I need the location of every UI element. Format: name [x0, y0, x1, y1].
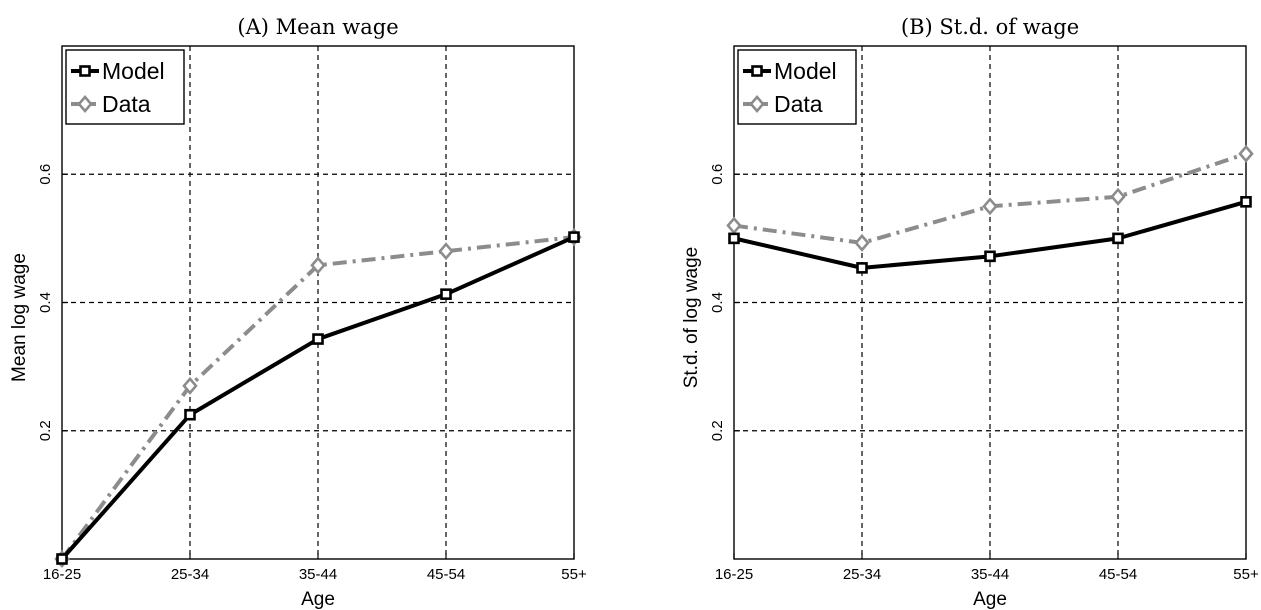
legend-label: Data [774, 91, 823, 117]
data-point [440, 288, 452, 300]
chart-panel-1: 16-25 25-34 35-44 45-54 55+ 0.2 0.4 0.6 (A) Mean… [9, 15, 587, 610]
data-point [854, 233, 870, 252]
legend-marker [79, 65, 91, 77]
legend-marker [751, 65, 763, 77]
x-tick-label: 25-34 [843, 566, 881, 583]
data-point [1110, 187, 1126, 206]
series-model [56, 231, 580, 565]
data-point [438, 242, 454, 261]
chart-title: (B) St.d. of wage [901, 15, 1079, 39]
data-point [182, 376, 198, 395]
y-tick-label: 0.4 [37, 292, 54, 313]
x-tick-label: 55+ [1233, 566, 1259, 583]
data-point [56, 553, 68, 565]
data-point [1238, 144, 1254, 163]
legend-label: Model [774, 58, 837, 84]
legend: Model Data [737, 49, 857, 125]
x-tick-label: 35-44 [971, 566, 1009, 583]
x-tick-label: 16-25 [715, 566, 753, 583]
x-tick-label: 16-25 [43, 566, 81, 583]
data-point [1112, 232, 1124, 245]
legend-marker [77, 95, 93, 113]
x-axis-label: Age [973, 589, 1007, 610]
data-point [982, 197, 998, 216]
series-model [728, 196, 1252, 274]
series-line [60, 235, 575, 561]
chart-panel-2: 16-25 25-34 35-44 45-54 55+ 0.2 0.4 0.6 (B) St.d… [681, 15, 1259, 610]
data-point [184, 408, 196, 421]
data-point [1240, 196, 1252, 208]
data-point [568, 231, 580, 243]
y-axis-label: St.d. of log wage [681, 247, 702, 389]
legend-marker [749, 95, 765, 113]
x-tick-label: 35-44 [299, 566, 337, 583]
x-tick-label: 55+ [561, 566, 587, 583]
x-tick-label: 45-54 [427, 566, 465, 583]
legend-label: Model [102, 58, 165, 84]
legend-label: Data [102, 91, 151, 117]
data-point [310, 256, 326, 275]
y-tick-label: 0.6 [709, 164, 726, 185]
x-axis-label: Age [301, 589, 335, 610]
y-tick-label: 0.4 [709, 292, 726, 313]
x-tick-label: 25-34 [171, 566, 209, 583]
legend: Model Data [65, 49, 185, 125]
data-point [312, 333, 324, 345]
series-data [726, 144, 1254, 252]
y-axis-label: Mean log wage [9, 253, 30, 382]
y-tick-label: 0.2 [709, 420, 726, 441]
data-point [856, 262, 868, 274]
y-tick-label: 0.6 [37, 164, 54, 185]
x-tick-label: 45-54 [1099, 566, 1137, 583]
data-point [984, 250, 996, 263]
data-point [726, 216, 742, 235]
y-tick-label: 0.2 [37, 420, 54, 441]
data-point [728, 232, 740, 245]
chart-title: (A) Mean wage [237, 15, 398, 39]
